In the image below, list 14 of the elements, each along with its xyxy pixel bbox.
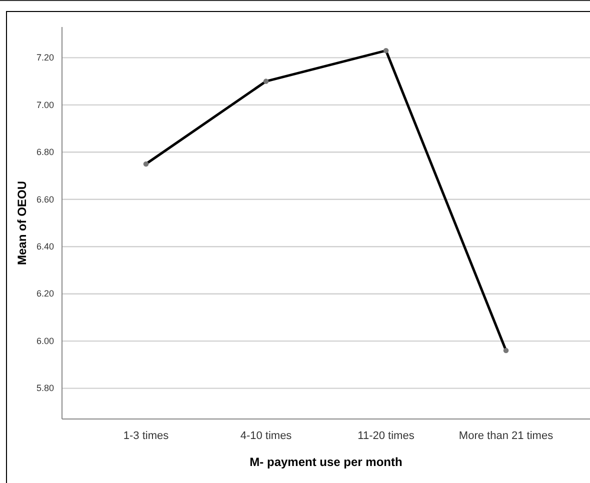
y-tick-label: 7.00 bbox=[36, 100, 54, 110]
y-tick-label: 6.00 bbox=[36, 336, 54, 346]
x-tick-label: More than 21 times bbox=[458, 430, 554, 442]
y-tick-label: 6.60 bbox=[36, 194, 54, 204]
x-tick-label: 1-3 times bbox=[123, 430, 170, 442]
y-tick-label: 7.20 bbox=[36, 52, 54, 63]
y-tick-label: 6.20 bbox=[36, 288, 54, 299]
x-axis-title: M- payment use per month bbox=[250, 455, 402, 469]
x-tick-label: 4-10 times bbox=[240, 430, 292, 442]
y-tick-label: 6.40 bbox=[36, 241, 54, 252]
y-tick-label: 6.80 bbox=[36, 147, 54, 158]
x-tick-label: 11-20 times bbox=[358, 430, 415, 442]
y-axis-title: Mean of OEOU bbox=[15, 180, 29, 266]
y-tick-label: 5.80 bbox=[36, 383, 54, 394]
